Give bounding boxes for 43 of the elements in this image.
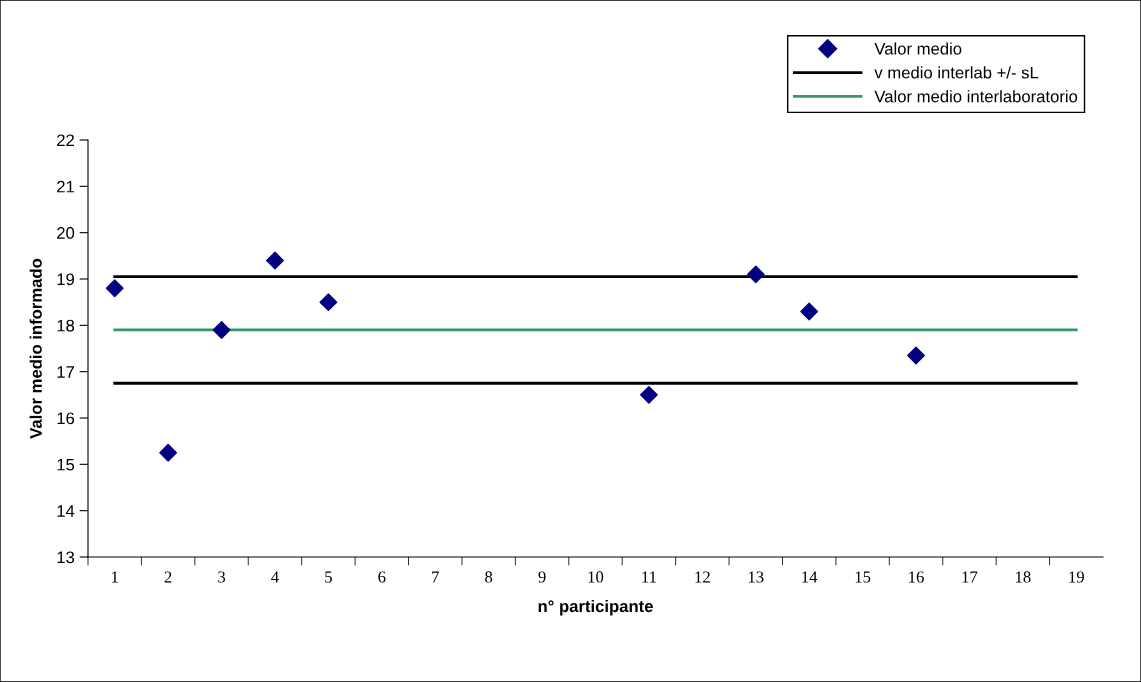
x-tick-label: 14 bbox=[802, 571, 818, 583]
point bbox=[212, 321, 231, 339]
legend-label: Valor medio bbox=[874, 42, 962, 55]
point bbox=[319, 293, 338, 312]
x-tick-label: 7 bbox=[432, 571, 439, 583]
y-axis-title: Valor medio informado bbox=[29, 258, 42, 439]
y-tick-label: 18 bbox=[57, 319, 75, 332]
y-tick-label: 20 bbox=[57, 227, 75, 239]
x-tick-label: 12 bbox=[695, 571, 710, 583]
point bbox=[800, 302, 819, 321]
x-axis-title: n° participante bbox=[538, 599, 653, 616]
x-tick-label: 16 bbox=[909, 571, 924, 583]
point bbox=[907, 346, 925, 365]
x-tick-label: 9 bbox=[538, 571, 546, 583]
y-tick-label: 13 bbox=[57, 551, 75, 564]
x-tick-label: 1 bbox=[112, 571, 118, 583]
y-tick-label: 15 bbox=[57, 458, 75, 471]
x-tick-label: 2 bbox=[164, 571, 172, 583]
x-tick-label: 15 bbox=[855, 571, 871, 583]
x-tick-label: 6 bbox=[378, 571, 386, 583]
x-tick-label: 5 bbox=[325, 571, 332, 583]
x-tick-label: 10 bbox=[588, 571, 604, 583]
x-tick-label: 4 bbox=[271, 571, 279, 583]
y-tick-label: 16 bbox=[57, 412, 75, 425]
x-tick-label: 3 bbox=[218, 571, 226, 583]
x-tick-label: 8 bbox=[485, 571, 493, 583]
x-tick-label: 19 bbox=[1069, 571, 1084, 583]
point bbox=[266, 251, 284, 270]
point bbox=[640, 385, 658, 404]
point bbox=[159, 443, 178, 462]
y-tick-label: 19 bbox=[57, 273, 75, 286]
y-tick-label: 17 bbox=[57, 366, 74, 378]
point bbox=[746, 265, 765, 284]
x-tick-label: 13 bbox=[748, 571, 764, 583]
x-tick-label: 17 bbox=[962, 571, 978, 583]
x-tick-label: 18 bbox=[1016, 571, 1031, 583]
y-tick-label: 14 bbox=[57, 505, 75, 517]
legend-label: v medio interlab +/- sL bbox=[874, 66, 1039, 79]
y-tick-label: 22 bbox=[57, 134, 74, 147]
y-tick-label: 21 bbox=[57, 180, 74, 193]
point bbox=[105, 279, 124, 298]
x-tick-label: 11 bbox=[642, 571, 656, 583]
legend-label: Valor medio interlaboratorio bbox=[874, 90, 1078, 103]
